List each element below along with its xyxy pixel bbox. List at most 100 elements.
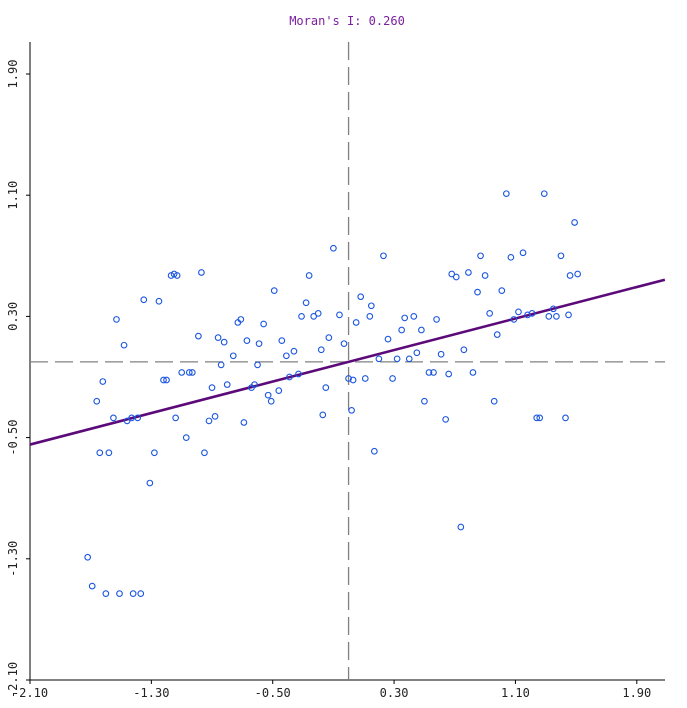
scatter-point bbox=[405, 355, 413, 363]
regression-line bbox=[29, 278, 666, 446]
scatter-point bbox=[550, 305, 557, 313]
scatter-point bbox=[298, 313, 305, 320]
scatter-point bbox=[317, 346, 325, 354]
scatter-point bbox=[540, 190, 548, 198]
scatter-point bbox=[367, 302, 375, 310]
scatter-point bbox=[393, 355, 401, 363]
scatter-point bbox=[237, 316, 245, 323]
scatter-point bbox=[413, 349, 421, 357]
scatter-point bbox=[314, 310, 322, 317]
scatter-point bbox=[398, 326, 406, 334]
scatter-point bbox=[460, 346, 468, 354]
scatter-point bbox=[264, 391, 272, 399]
scatter-point bbox=[88, 582, 96, 590]
x-tick-label: -2.10 bbox=[12, 686, 48, 700]
scatter-point bbox=[477, 252, 484, 260]
x-tick-label: 0.30 bbox=[380, 686, 409, 700]
scatter-point bbox=[160, 376, 167, 384]
scatter-point bbox=[557, 252, 565, 260]
chart-title: Moran's I: 0.260 bbox=[289, 14, 405, 28]
scatter-point bbox=[270, 287, 278, 294]
scatter-point bbox=[510, 316, 518, 323]
scatter-point bbox=[214, 334, 222, 341]
scatter-point bbox=[172, 414, 179, 422]
scatter-point bbox=[361, 375, 369, 382]
y-tick-label: -1.30 bbox=[6, 541, 20, 577]
scatter-point bbox=[254, 361, 261, 369]
scatter-point bbox=[418, 326, 425, 334]
scatter-point bbox=[195, 332, 202, 340]
scatter-point bbox=[310, 313, 318, 320]
scatter-point bbox=[286, 373, 293, 381]
x-axis-ticks: -2.10 -1.30 -0.50 0.30 1.10 1.90 bbox=[12, 680, 651, 700]
scatter-point bbox=[345, 375, 352, 382]
data-points bbox=[84, 190, 581, 597]
scatter-point bbox=[140, 296, 148, 304]
scatter-point bbox=[123, 417, 131, 425]
scatter-point bbox=[251, 381, 258, 388]
scatter-point bbox=[305, 272, 313, 279]
scatter-point bbox=[366, 313, 374, 320]
scatter-point bbox=[493, 331, 501, 338]
scatter-point bbox=[302, 299, 310, 307]
scatter-point bbox=[371, 447, 378, 455]
y-tick-label: -2.10 bbox=[6, 662, 20, 698]
regression-line-group bbox=[29, 278, 666, 446]
scatter-point bbox=[129, 590, 137, 597]
scatter-point bbox=[340, 340, 348, 348]
scatter-point bbox=[205, 417, 213, 425]
scatter-point bbox=[474, 288, 481, 296]
x-tick-label: 1.10 bbox=[501, 686, 530, 700]
scatter-point bbox=[267, 397, 275, 405]
y-tick-label: 1.90 bbox=[6, 60, 20, 89]
scatter-point bbox=[220, 338, 228, 346]
scatter-point bbox=[151, 449, 158, 457]
x-tick-label: -1.30 bbox=[133, 686, 169, 700]
scatter-point bbox=[137, 590, 145, 597]
scatter-point bbox=[240, 419, 248, 426]
scatter-point bbox=[515, 308, 522, 316]
scatter-point bbox=[223, 381, 231, 388]
scatter-point bbox=[465, 269, 472, 276]
scatter-point bbox=[275, 387, 283, 394]
x-tick-label: 1.90 bbox=[622, 686, 651, 700]
scatter-point bbox=[498, 287, 506, 294]
scatter-point bbox=[430, 369, 437, 376]
scatter-point bbox=[481, 272, 489, 279]
scatter-point bbox=[182, 434, 190, 441]
scatter-point bbox=[490, 397, 498, 405]
y-axis-ticks: -2.10 -1.30 -0.50 0.30 1.10 1.90 bbox=[6, 60, 30, 698]
scatter-point bbox=[442, 416, 450, 423]
scatter-point bbox=[93, 397, 101, 405]
scatter-point bbox=[375, 355, 383, 363]
scatter-point bbox=[99, 378, 107, 385]
scatter-point bbox=[437, 350, 445, 358]
scatter-point bbox=[322, 384, 330, 391]
scatter-point bbox=[120, 341, 128, 349]
scatter-point bbox=[188, 369, 196, 376]
scatter-point bbox=[533, 414, 541, 422]
scatter-point bbox=[198, 269, 205, 276]
scatter-point bbox=[336, 311, 343, 319]
y-tick-label: 1.10 bbox=[6, 181, 20, 210]
scatter-point bbox=[319, 411, 327, 419]
scatter-point bbox=[433, 316, 440, 323]
scatter-point bbox=[352, 319, 360, 326]
scatter-point bbox=[574, 270, 581, 278]
scatter-point bbox=[401, 314, 409, 322]
scatter-point bbox=[185, 369, 193, 376]
scatter-point bbox=[457, 523, 465, 531]
scatter-point bbox=[155, 297, 163, 305]
scatter-point bbox=[349, 376, 357, 384]
scatter-point bbox=[295, 370, 302, 378]
scatter-point bbox=[96, 449, 104, 457]
y-tick-label: -0.50 bbox=[6, 420, 20, 456]
scatter-point bbox=[507, 253, 515, 261]
scatter-point bbox=[519, 249, 527, 257]
scatter-point bbox=[178, 369, 186, 376]
scatter-point bbox=[116, 590, 123, 597]
scatter-point bbox=[260, 320, 267, 328]
scatter-point bbox=[211, 413, 219, 420]
scatter-point bbox=[553, 313, 560, 320]
